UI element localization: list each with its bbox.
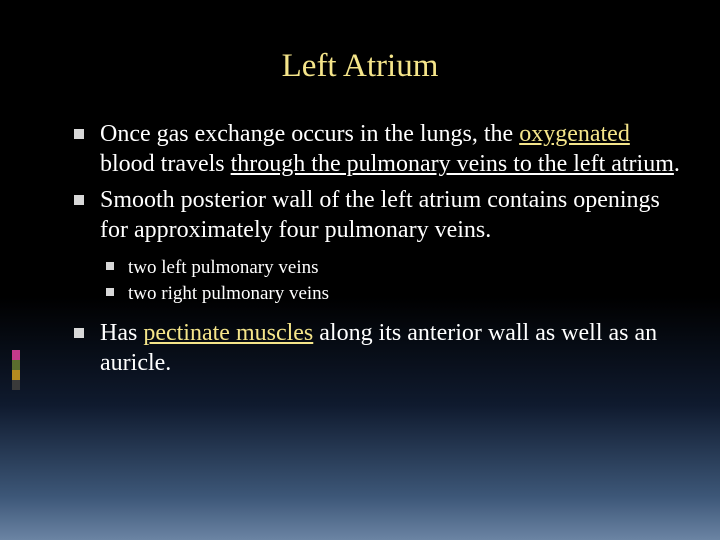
text-run: Has [100, 320, 143, 346]
text-run: two left pulmonary veins [128, 257, 319, 278]
text-run: blood travels [100, 151, 231, 177]
accent-segment [12, 370, 20, 380]
bullet-list: Once gas exchange occurs in the lungs, t… [40, 119, 680, 378]
accent-bar [12, 350, 20, 390]
text-run: . [674, 151, 680, 177]
text-run: two right pulmonary veins [128, 283, 329, 304]
sub-bullet-item: two left pulmonary veins [128, 255, 680, 281]
sub-bullet-list: two left pulmonary veins two right pulmon… [100, 255, 680, 306]
text-run: pectinate muscles [143, 320, 313, 346]
text-run: Once gas exchange occurs in the lungs, t… [100, 121, 519, 147]
bullet-item: Has pectinate muscles along its anterior… [100, 318, 680, 378]
bullet-item: Once gas exchange occurs in the lungs, t… [100, 119, 680, 179]
slide: Left Atrium Once gas exchange occurs in … [0, 0, 720, 540]
slide-title: Left Atrium [40, 48, 680, 85]
sub-bullet-item: two right pulmonary veins [128, 281, 680, 307]
accent-segment [12, 360, 20, 370]
accent-segment [12, 380, 20, 390]
text-run: oxygenated [519, 121, 630, 147]
accent-segment [12, 350, 20, 360]
text-run: Smooth posterior wall of the left atrium… [100, 187, 660, 243]
bullet-item: Smooth posterior wall of the left atrium… [100, 185, 680, 306]
text-run: through the pulmonary veins to the left … [231, 151, 674, 177]
